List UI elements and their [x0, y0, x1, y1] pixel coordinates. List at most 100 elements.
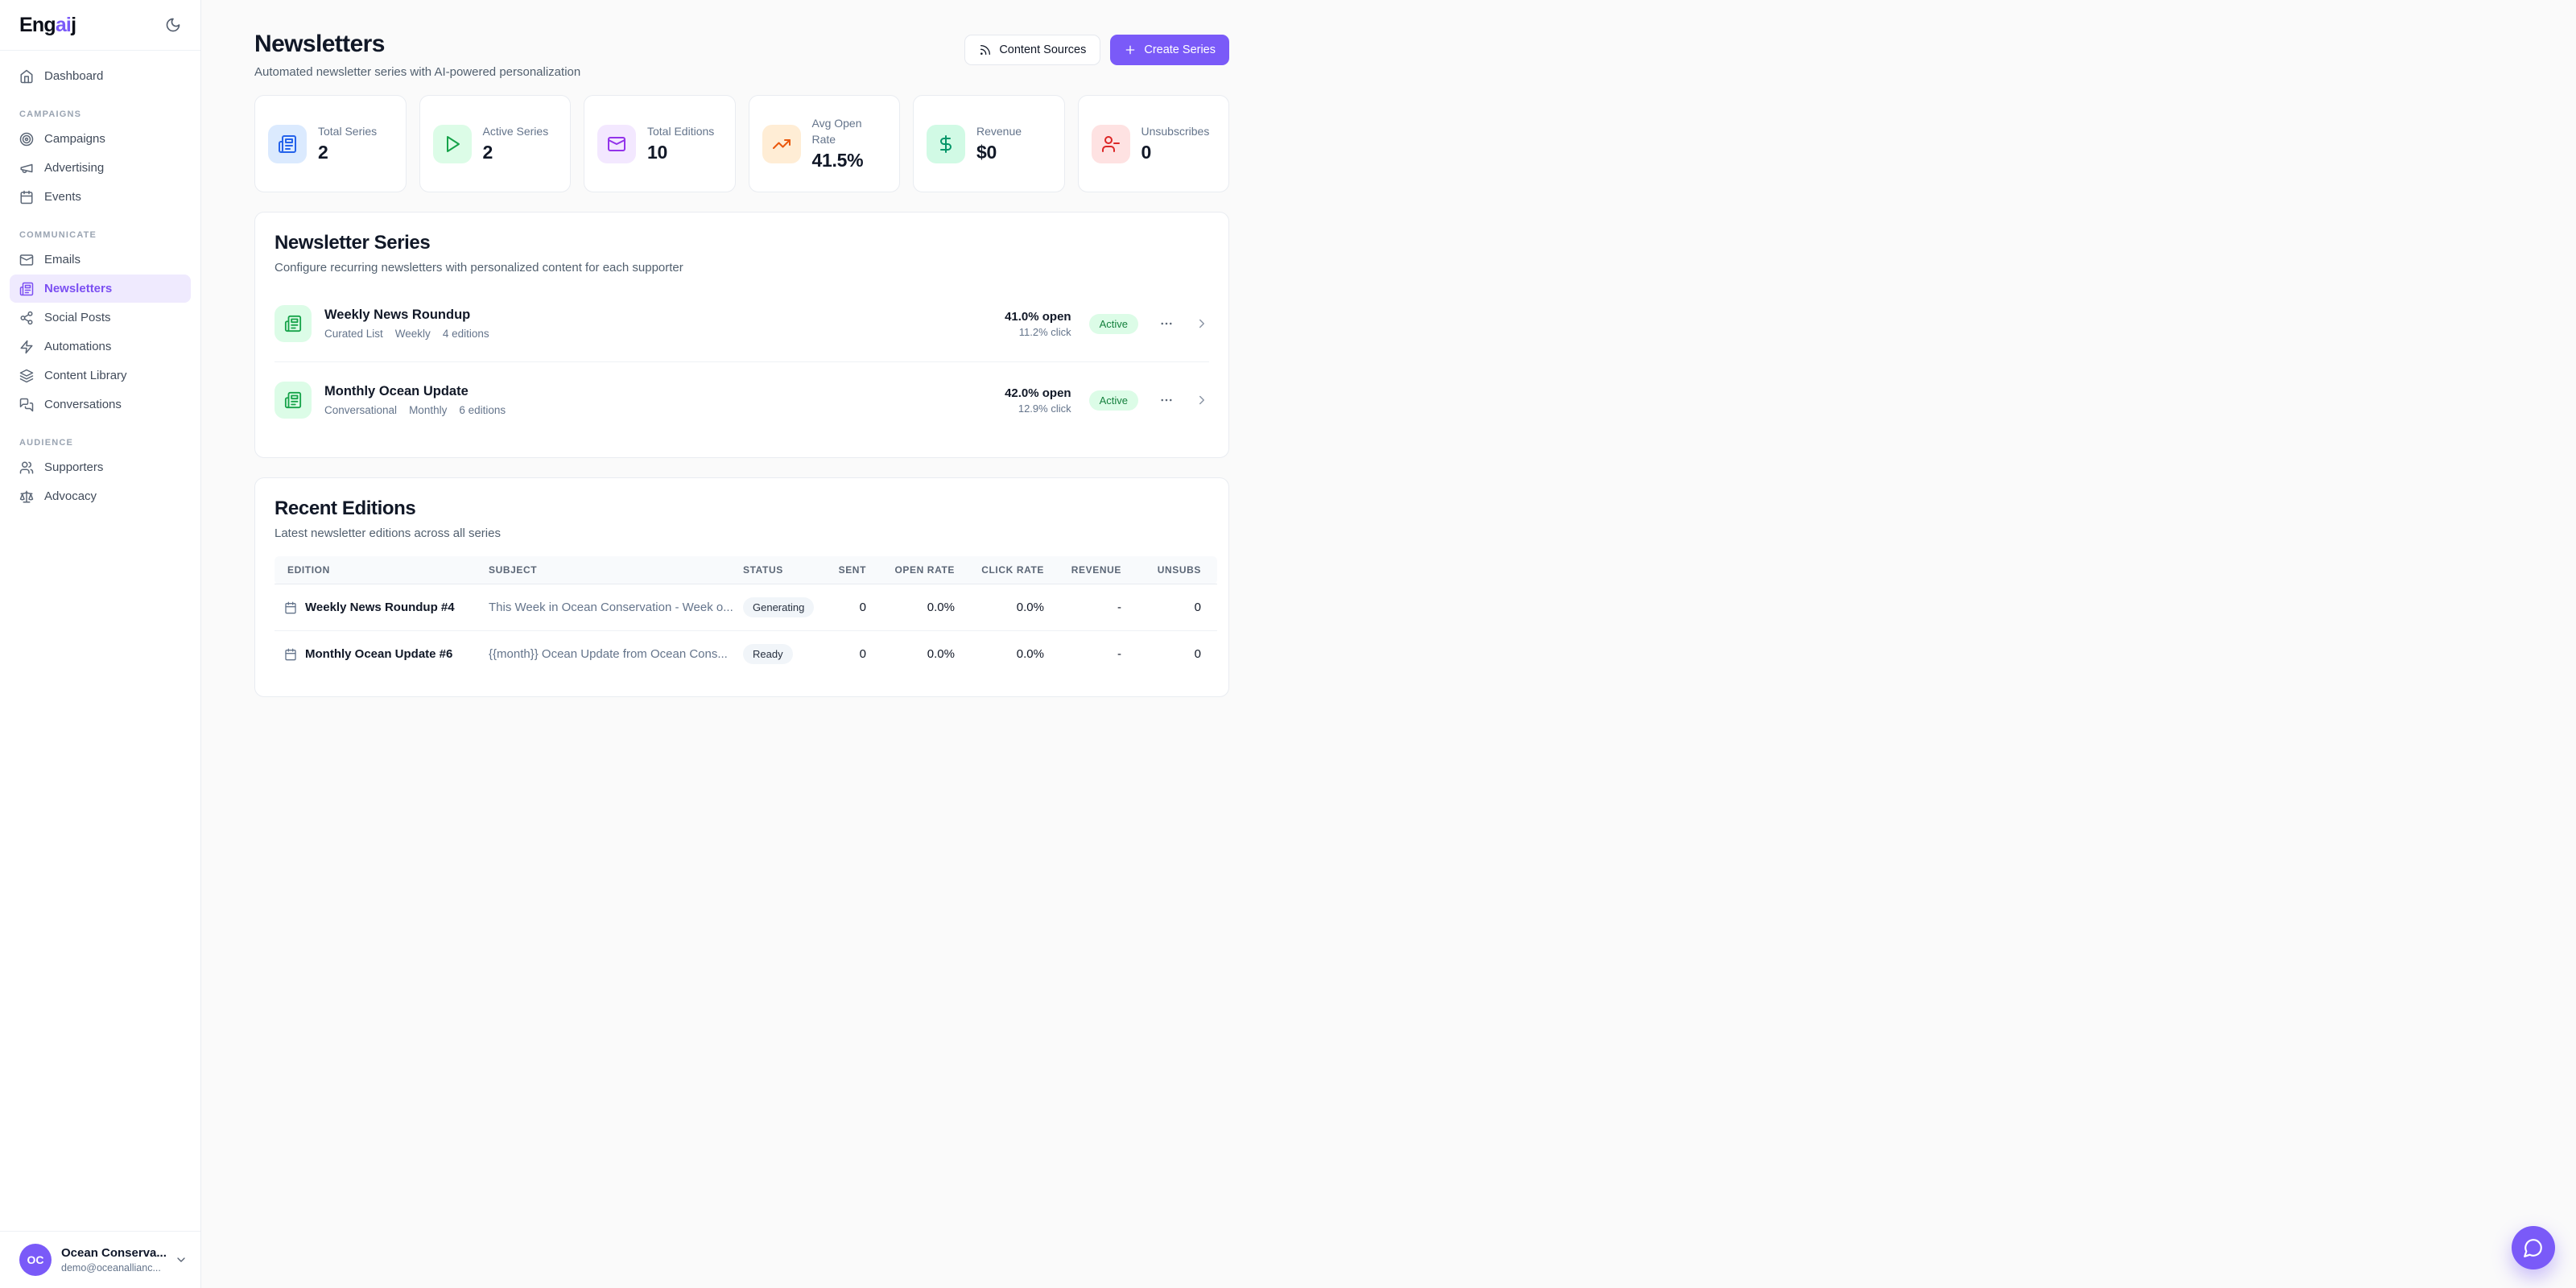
edition-name: Monthly Ocean Update #6 [305, 647, 453, 661]
table-row-weekly-news-roundup-4[interactable]: Weekly News Roundup #4 This Week in Ocea… [275, 584, 1217, 631]
edition-status-badge: Ready [743, 644, 793, 664]
series-name: Monthly Ocean Update [324, 384, 469, 398]
edition-revenue: - [1054, 630, 1131, 677]
calendar-icon [285, 648, 296, 660]
stat-text: Total Editions 10 [647, 124, 714, 163]
page-header: Newsletters Automated newsletter series … [254, 31, 1229, 79]
sidebar-item-label: Newsletters [44, 282, 113, 295]
sidebar-item-dashboard[interactable]: Dashboard [10, 62, 191, 90]
chat-fab-button[interactable] [2512, 1226, 2555, 1269]
edition-cell: Monthly Ocean Update #6 [284, 647, 469, 661]
series-tone: Curated List [324, 328, 383, 340]
mail-icon [608, 136, 625, 151]
content-sources-label: Content Sources [999, 43, 1087, 56]
series-icon-box [275, 305, 312, 342]
series-icon-box [275, 382, 312, 419]
edition-sent: 0 [810, 584, 876, 631]
stat-text: Avg Open Rate 41.5% [812, 116, 887, 171]
create-series-button[interactable]: Create Series [1110, 35, 1229, 65]
edition-revenue: - [1054, 584, 1131, 631]
messages-icon [19, 398, 34, 411]
app-logo: Engaij [19, 14, 76, 37]
stat-card-total-series: Total Series 2 [254, 95, 407, 192]
chevron-right-icon [1199, 319, 1204, 328]
stat-label: Unsubscribes [1141, 124, 1210, 138]
stat-text: Total Series 2 [318, 124, 377, 163]
series-menu-button[interactable] [1156, 313, 1177, 334]
chevron-down-icon [177, 1257, 185, 1262]
sidebar-item-label: Emails [44, 253, 81, 266]
series-name: Weekly News Roundup [324, 308, 471, 322]
ellipsis-icon [1161, 322, 1172, 325]
stat-icon-box [927, 124, 965, 163]
sidebar-item-label: Supporters [44, 460, 104, 474]
sidebar-item-newsletters[interactable]: Newsletters [10, 275, 191, 303]
newspaper-icon [279, 134, 296, 153]
theme-toggle-button[interactable] [160, 12, 186, 38]
table-row-monthly-ocean-update-6[interactable]: Monthly Ocean Update #6 {{month}} Ocean … [275, 630, 1217, 677]
recent-editions-card: Recent Editions Latest newsletter editio… [254, 477, 1229, 697]
series-menu-button[interactable] [1156, 390, 1177, 411]
series-frequency: Monthly [409, 404, 448, 416]
play-icon [446, 135, 460, 152]
series-open-link[interactable] [1195, 316, 1209, 331]
stat-icon-box [268, 124, 307, 163]
user-minus-icon [1101, 135, 1120, 152]
stats-row: Total Series 2 Active Series 2 Total Edi… [254, 95, 1229, 192]
stat-icon-box [762, 124, 801, 163]
sidebar-item-automations[interactable]: Automations [10, 332, 191, 361]
series-list: Weekly News Roundup Curated List Weekly … [275, 286, 1209, 438]
stat-value: $0 [976, 142, 997, 163]
col-sent: SENT [810, 556, 876, 584]
sidebar-item-advertising[interactable]: Advertising [10, 154, 191, 182]
sidebar-item-content-library[interactable]: Content Library [10, 361, 191, 390]
sidebar-item-events[interactable]: Events [10, 183, 191, 211]
col-open-rate: OPEN RATE [876, 556, 964, 584]
stat-label: Total Series [318, 124, 378, 138]
sidebar-item-label: Dashboard [44, 69, 104, 83]
content-sources-button[interactable]: Content Sources [964, 35, 1101, 65]
series-stats: 41.0% open 11.2% click [1005, 310, 1071, 338]
header-actions: Content Sources Create Series [964, 35, 1229, 65]
series-right: 42.0% open 12.9% click Active [1005, 386, 1209, 415]
stat-value: 0 [1141, 142, 1152, 163]
stat-label: Total Editions [647, 124, 715, 138]
series-editions-count: 4 editions [442, 328, 489, 340]
series-frequency: Weekly [394, 328, 431, 340]
sidebar-item-label: Advertising [44, 161, 105, 175]
sidebar-item-label: Events [44, 190, 81, 204]
sidebar-item-campaigns[interactable]: Campaigns [10, 125, 191, 153]
section-title: Newsletter Series [275, 232, 431, 254]
sidebar-item-label: Advocacy [44, 489, 97, 503]
stat-icon-box [597, 124, 636, 163]
stat-label: Avg Open Rate [811, 117, 862, 146]
user-name: Ocean Conserva... [61, 1246, 167, 1260]
col-revenue: REVENUE [1054, 556, 1131, 584]
series-row-monthly-ocean-update[interactable]: Monthly Ocean Update Conversational Mont… [275, 361, 1209, 438]
series-click-rate: 12.9% click [1018, 402, 1071, 415]
home-icon [20, 69, 33, 83]
edition-name: Weekly News Roundup #4 [305, 601, 455, 614]
sidebar-item-supporters[interactable]: Supporters [10, 453, 191, 481]
stat-label: Revenue [976, 124, 1022, 138]
sidebar-item-emails[interactable]: Emails [10, 246, 191, 274]
stat-card-active-series: Active Series 2 [419, 95, 571, 192]
sidebar-item-social-posts[interactable]: Social Posts [10, 303, 191, 332]
series-right: 41.0% open 11.2% click Active [1005, 310, 1209, 338]
sidebar-item-advocacy[interactable]: Advocacy [10, 482, 191, 510]
status-badge: Active [1088, 390, 1138, 411]
section-title: Recent Editions [275, 497, 416, 519]
section-subtitle: Configure recurring newsletters with per… [275, 261, 683, 275]
logo-suffix: j [71, 13, 76, 36]
sidebar-item-conversations[interactable]: Conversations [10, 390, 191, 419]
user-menu[interactable]: OC Ocean Conserva... demo@oceanallianc..… [0, 1231, 200, 1288]
series-row-weekly-news-roundup[interactable]: Weekly News Roundup Curated List Weekly … [275, 286, 1209, 361]
moon-icon [166, 18, 180, 32]
sidebar-item-label: Social Posts [44, 311, 111, 324]
series-info: Weekly News Roundup Curated List Weekly … [324, 308, 489, 340]
series-open-link[interactable] [1195, 393, 1209, 407]
mail-icon [19, 254, 34, 266]
newspaper-icon [284, 315, 302, 332]
edition-cell: Weekly News Roundup #4 [284, 601, 469, 614]
stat-text: Unsubscribes 0 [1141, 124, 1210, 163]
